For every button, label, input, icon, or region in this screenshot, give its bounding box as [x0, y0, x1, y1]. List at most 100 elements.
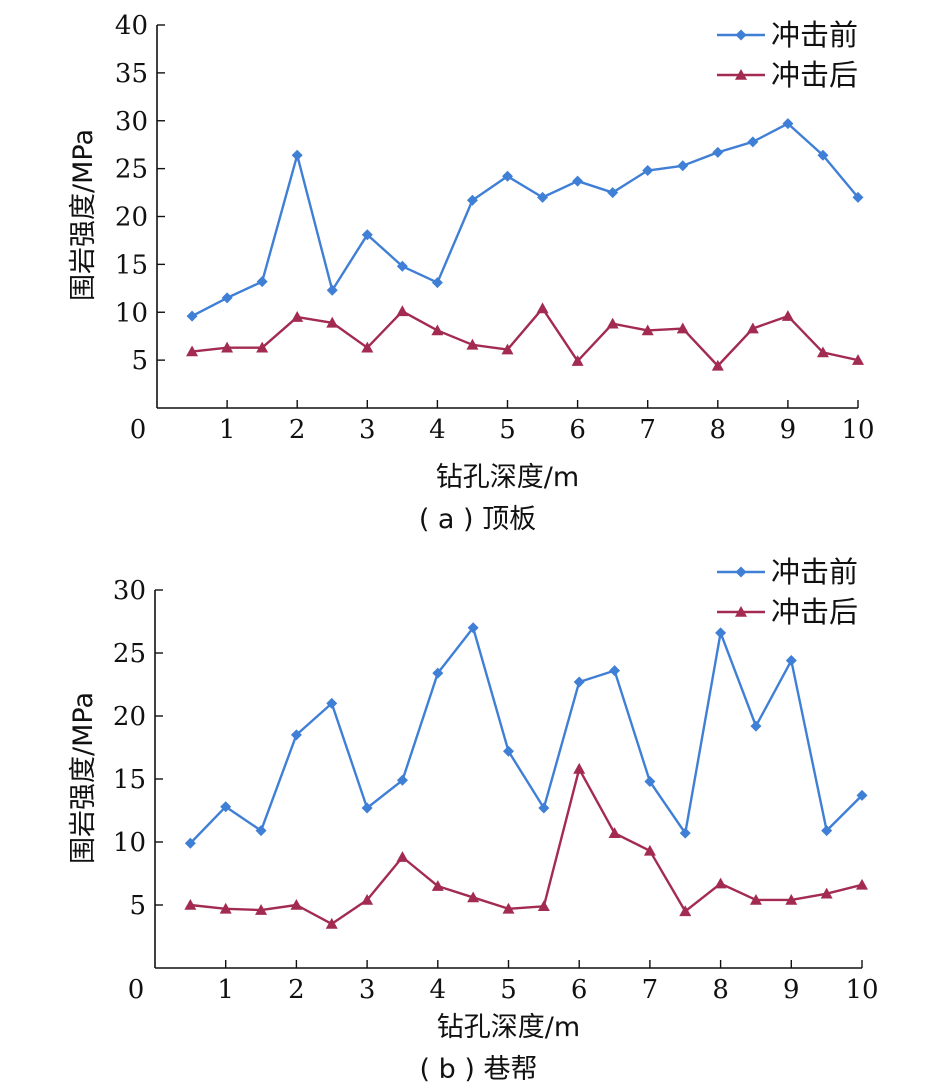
series-line [190, 767, 863, 926]
data-point [746, 322, 759, 334]
data-point [291, 311, 304, 322]
x-axis-label: 钻孔深度/m [436, 462, 579, 493]
data-point [466, 194, 478, 206]
data-point [856, 878, 868, 890]
data-point [785, 655, 797, 667]
data-point [290, 899, 303, 910]
y-tick-label: 10 [115, 298, 148, 328]
data-point [609, 665, 621, 677]
legend-entry: 冲击前 [717, 555, 858, 589]
data-point [396, 260, 408, 272]
data-point [502, 170, 513, 182]
y-tick-label: 10 [113, 828, 146, 858]
x-tick-label: 9 [783, 975, 800, 1005]
legend-entry: 冲击后 [717, 58, 858, 92]
data-point [712, 146, 724, 158]
data-point [431, 324, 444, 336]
data-point [221, 341, 234, 353]
y-tick-label: 25 [113, 639, 146, 669]
data-point [256, 341, 269, 353]
data-point [571, 355, 584, 366]
x-tick-label: 9 [780, 415, 797, 445]
y-tick-label: 5 [129, 891, 146, 921]
x-tick-label: 3 [359, 415, 376, 445]
data-point [642, 165, 654, 177]
data-point [573, 676, 585, 688]
data-point [573, 762, 586, 774]
data-point [785, 893, 798, 905]
x-axis-label: 钻孔深度/m [437, 1012, 580, 1043]
data-point [817, 149, 829, 161]
y-tick-label: 40 [115, 11, 148, 41]
x-tick-label: 0 [128, 975, 145, 1005]
data-point [679, 827, 691, 839]
x-tick-label: 8 [710, 415, 727, 445]
data-point [714, 877, 727, 889]
data-point [325, 917, 338, 929]
data-point [361, 802, 373, 814]
data-point [255, 904, 268, 915]
data-point [749, 893, 762, 905]
data-point [186, 310, 198, 322]
data-point [502, 902, 515, 914]
legend-label: 冲击前 [771, 18, 858, 52]
chart-roof: 5 10 15 20 25 30 35 40 0 1 2 3 4 5 6 7 8 9 10 钻孔深度/m ( a ) 顶… [68, 11, 875, 535]
data-point [467, 891, 480, 903]
x-tick-label: 5 [499, 415, 516, 445]
y-tick-label: 30 [115, 107, 148, 137]
data-point [220, 801, 232, 813]
y-tick-label: 15 [115, 250, 148, 280]
data-point [711, 359, 724, 371]
data-point [852, 191, 864, 203]
data-point [290, 729, 302, 741]
legend-entry: 冲击前 [717, 18, 858, 52]
data-point [431, 880, 444, 891]
series-after-impact [184, 762, 868, 929]
data-point [537, 191, 549, 203]
data-point [715, 627, 727, 639]
data-point [536, 302, 549, 314]
chart-rib: 5 10 15 20 25 30 0 1 2 3 4 5 6 7 8 9 10 钻孔深度/m ( b ) 巷帮 围岩强… [68, 555, 879, 1085]
legend-label: 冲击前 [771, 555, 858, 589]
data-point [291, 149, 303, 161]
y-tick-label: 15 [113, 765, 146, 795]
x-tick-label: 5 [500, 975, 517, 1005]
x-tick-label: 6 [571, 975, 588, 1005]
data-point [644, 776, 656, 788]
data-point [537, 900, 550, 912]
legend-marker [735, 69, 747, 80]
y-tick-label: 20 [113, 702, 146, 732]
data-point [396, 305, 409, 317]
legend-marker [735, 29, 747, 41]
data-point [255, 825, 267, 837]
series-line [189, 626, 863, 845]
data-point [608, 827, 621, 838]
legend-marker [735, 566, 747, 578]
figure-caption: ( b ) 巷帮 [420, 1054, 538, 1085]
series-line [191, 307, 859, 368]
data-point [781, 310, 794, 321]
data-point [677, 160, 689, 172]
data-point [396, 851, 409, 862]
data-point [221, 292, 233, 304]
x-tick-label: 6 [569, 415, 586, 445]
x-tick-label: 4 [429, 415, 446, 445]
x-tick-label: 8 [712, 975, 729, 1005]
x-tick-label: 7 [639, 415, 656, 445]
data-point [821, 825, 833, 837]
data-point [431, 277, 443, 289]
data-point [572, 175, 584, 187]
legend-label: 冲击后 [771, 58, 858, 92]
y-tick-label: 5 [131, 346, 148, 376]
data-point [501, 343, 514, 355]
data-point [782, 118, 794, 130]
legend-entry: 冲击后 [717, 595, 858, 629]
legend-label: 冲击后 [771, 595, 858, 629]
y-tick-label: 30 [113, 576, 146, 606]
data-point [326, 697, 338, 709]
data-point [643, 844, 656, 856]
data-point [679, 905, 692, 917]
x-tick-label: 0 [130, 415, 147, 445]
data-point [184, 837, 196, 849]
